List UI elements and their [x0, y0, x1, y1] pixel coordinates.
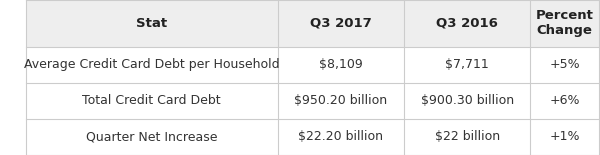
Text: $7,711: $7,711 [445, 58, 489, 71]
Text: $22.20 billion: $22.20 billion [298, 130, 383, 143]
Text: $8,109: $8,109 [319, 58, 363, 71]
Bar [26, 83, 599, 119]
Bar [26, 119, 599, 155]
Text: Q3 2017: Q3 2017 [310, 17, 372, 30]
Bar [26, 46, 599, 83]
Text: +6%: +6% [550, 94, 580, 107]
Text: $22 billion: $22 billion [434, 130, 500, 143]
Text: +1%: +1% [550, 130, 580, 143]
Text: +5%: +5% [549, 58, 580, 71]
Text: Total Credit Card Debt: Total Credit Card Debt [82, 94, 221, 107]
Text: Quarter Net Increase: Quarter Net Increase [86, 130, 217, 143]
Bar [26, 0, 599, 46]
Text: $900.30 billion: $900.30 billion [421, 94, 514, 107]
Text: Percent
Change: Percent Change [536, 9, 593, 37]
Text: $950.20 billion: $950.20 billion [295, 94, 388, 107]
Text: Average Credit Card Debt per Household: Average Credit Card Debt per Household [24, 58, 280, 71]
Text: Q3 2016: Q3 2016 [436, 17, 498, 30]
Text: Stat: Stat [136, 17, 167, 30]
